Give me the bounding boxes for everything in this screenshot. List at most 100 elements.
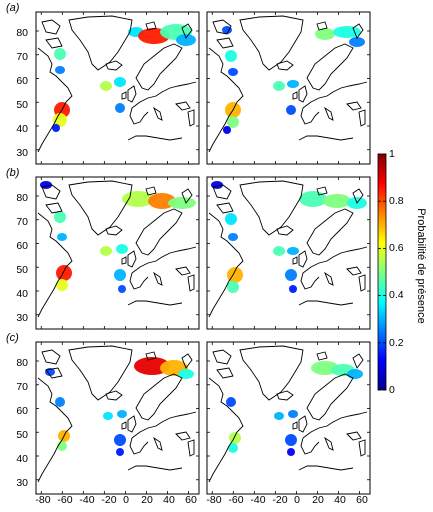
coastline bbox=[352, 353, 364, 369]
coastline bbox=[324, 106, 334, 121]
presence-patch bbox=[286, 105, 296, 115]
presence-patch bbox=[117, 410, 127, 418]
coastline bbox=[292, 421, 298, 430]
presence-patch bbox=[225, 50, 237, 62]
y-tick-label: 60 bbox=[16, 240, 28, 252]
presence-patch bbox=[116, 244, 128, 254]
panel-frame bbox=[206, 11, 371, 165]
presence-patch bbox=[228, 443, 238, 453]
presence-patch bbox=[287, 80, 299, 88]
coastline bbox=[135, 373, 183, 421]
colorbar-tick-label: 0.2 bbox=[389, 337, 404, 349]
coastline bbox=[187, 439, 195, 457]
coastline bbox=[127, 135, 183, 141]
coastline bbox=[298, 415, 308, 433]
presence-patch bbox=[54, 48, 66, 60]
coastline bbox=[276, 60, 294, 71]
y-tick-label: 50 bbox=[16, 429, 28, 441]
coastline bbox=[121, 421, 127, 430]
x-tick-label: 20 bbox=[141, 494, 153, 506]
coastline bbox=[145, 21, 157, 31]
coastline bbox=[175, 266, 191, 276]
presence-patch bbox=[287, 448, 295, 456]
y-tick-label: 30 bbox=[16, 312, 28, 324]
coastline bbox=[208, 377, 244, 483]
presence-patch bbox=[223, 126, 231, 134]
x-tick-label: -60 bbox=[228, 494, 244, 506]
colorbar bbox=[377, 153, 387, 391]
map-panel-(a)-left bbox=[35, 11, 200, 165]
coastline bbox=[127, 250, 137, 268]
presence-patch bbox=[227, 267, 243, 283]
coastline bbox=[358, 439, 366, 457]
coastline bbox=[121, 256, 127, 265]
coastline bbox=[346, 431, 362, 441]
coastline bbox=[175, 431, 191, 441]
coastline bbox=[324, 271, 334, 286]
presence-patch bbox=[273, 81, 285, 91]
panel-label-a: (a) bbox=[6, 2, 20, 14]
coastline bbox=[216, 367, 234, 379]
colorbar-tick-label: 0.6 bbox=[389, 242, 404, 254]
coastline bbox=[127, 300, 183, 306]
coastline bbox=[68, 180, 133, 236]
panel-frame bbox=[35, 176, 200, 330]
x-tick-label: -40 bbox=[250, 494, 266, 506]
coastline bbox=[346, 266, 362, 276]
y-tick-label: 80 bbox=[16, 192, 28, 204]
x-tick-label: 20 bbox=[312, 494, 324, 506]
coastline bbox=[324, 436, 334, 451]
coastline bbox=[212, 184, 232, 200]
presence-patch bbox=[287, 247, 299, 255]
x-tick-label: 60 bbox=[185, 494, 197, 506]
coastline bbox=[352, 23, 364, 39]
presence-patch bbox=[349, 37, 365, 47]
presence-patch bbox=[168, 197, 196, 209]
coastline bbox=[276, 225, 294, 236]
coastline bbox=[145, 351, 157, 361]
coastline bbox=[239, 345, 304, 401]
x-tick-label: 0 bbox=[294, 494, 300, 506]
coastline bbox=[216, 37, 234, 49]
coastline bbox=[175, 101, 191, 111]
coastline bbox=[208, 47, 244, 153]
presence-patch bbox=[274, 412, 284, 420]
y-tick-label: 80 bbox=[16, 357, 28, 369]
map-panel-(c)-right bbox=[206, 341, 371, 495]
panel-frame bbox=[206, 176, 371, 330]
coastline bbox=[316, 186, 328, 196]
coastline bbox=[105, 225, 123, 236]
presence-patch bbox=[228, 68, 238, 76]
coastline bbox=[41, 349, 61, 365]
coastline bbox=[153, 271, 163, 286]
coastline bbox=[358, 274, 366, 292]
coastline bbox=[306, 373, 354, 421]
presence-patch bbox=[53, 113, 67, 127]
presence-patch bbox=[227, 281, 239, 293]
coastline bbox=[135, 43, 183, 91]
coastline bbox=[68, 345, 133, 401]
coastline bbox=[300, 411, 368, 455]
presence-patch bbox=[56, 279, 68, 291]
presence-patch bbox=[118, 285, 126, 293]
coastline bbox=[153, 436, 163, 451]
coastline bbox=[358, 109, 366, 127]
panel-frame bbox=[35, 341, 200, 495]
y-tick-label: 60 bbox=[16, 75, 28, 87]
panel-label-c: (c) bbox=[6, 332, 19, 344]
presence-patch bbox=[323, 194, 351, 208]
y-tick-label: 50 bbox=[16, 99, 28, 111]
coastline bbox=[105, 60, 123, 71]
presence-patch bbox=[299, 191, 327, 207]
presence-patch bbox=[273, 246, 285, 256]
y-tick-label: 40 bbox=[16, 288, 28, 300]
coastline bbox=[187, 109, 195, 127]
coastline bbox=[37, 47, 73, 153]
coastline bbox=[298, 85, 308, 103]
x-tick-label: -20 bbox=[272, 494, 288, 506]
coastline bbox=[181, 188, 193, 204]
y-tick-label: 80 bbox=[16, 27, 28, 39]
coastline bbox=[298, 300, 354, 306]
coastline bbox=[129, 81, 197, 125]
